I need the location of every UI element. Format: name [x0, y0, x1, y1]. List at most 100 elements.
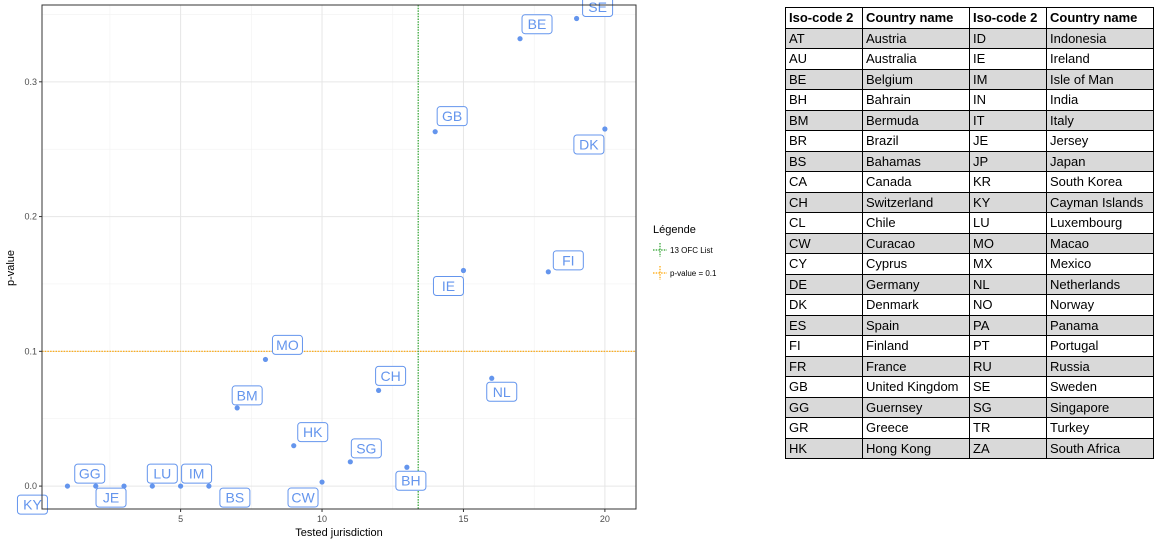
- label-text: JE: [103, 490, 119, 506]
- table-row: BS Bahamas JP Japan: [785, 150, 1154, 172]
- data-point-gg: [93, 483, 99, 489]
- data-point-sg: [347, 459, 353, 465]
- x-axis-title: Tested jurisdiction: [295, 527, 382, 539]
- country-name-cell: Jersey: [1046, 130, 1154, 152]
- legend-item-pvalue: p-value = 0.1: [653, 266, 717, 280]
- country-name-cell: Isle of Man: [1046, 68, 1154, 90]
- country-name-cell: Sweden: [1046, 376, 1154, 398]
- plot-grid: [42, 5, 636, 509]
- country-name-cell: Bahamas: [862, 150, 970, 172]
- iso-code-cell: IE: [969, 48, 1047, 70]
- point-label-ky: KY: [16, 494, 48, 515]
- axes: 5 10 15 20 0.0 0.1 0.2 0.3: [24, 4, 637, 524]
- label-text: IM: [189, 466, 205, 482]
- label-box: [219, 487, 251, 508]
- legend-label: 13 OFC List: [670, 246, 713, 255]
- y-tick-label: 0.3: [24, 77, 37, 87]
- country-name-cell: Curacao: [862, 232, 970, 254]
- iso-code-cell: NO: [969, 294, 1047, 316]
- point-label-fi: FI: [552, 250, 584, 271]
- iso-code-cell: JP: [969, 150, 1047, 172]
- point-label-im: IM: [181, 463, 213, 484]
- data-point-mo: [262, 356, 269, 363]
- point-label-sg: SG: [350, 438, 382, 459]
- y-tick-label: 0.0: [24, 481, 37, 491]
- country-name-cell: Switzerland: [862, 191, 970, 213]
- label-box: [486, 381, 518, 402]
- iso-code-cell: BR: [785, 130, 863, 152]
- iso-code-cell: KR: [969, 171, 1047, 193]
- label-box: [436, 106, 468, 127]
- iso-code-cell: AT: [785, 27, 863, 49]
- legend-label: p-value = 0.1: [670, 269, 717, 278]
- table-row: FI Finland PT Portugal: [785, 335, 1154, 357]
- data-point-be: [517, 36, 523, 42]
- label-text: GG: [79, 466, 101, 482]
- iso-code-cell: SG: [969, 396, 1047, 418]
- country-name-cell: South Africa: [1046, 437, 1154, 459]
- country-name-cell: Ireland: [1046, 48, 1154, 70]
- label-box: [573, 134, 605, 155]
- country-name-cell: Belgium: [862, 68, 970, 90]
- country-name-cell: Spain: [862, 314, 970, 336]
- x-tick-label: 20: [600, 514, 610, 524]
- country-name-cell: Singapore: [1046, 396, 1154, 418]
- data-point-gb: [432, 129, 438, 135]
- iso-code-cell: DE: [785, 273, 863, 295]
- point-label-bh: BH: [395, 470, 427, 491]
- point-label-ie: IE: [432, 275, 464, 296]
- iso-code-cell: FI: [785, 335, 863, 357]
- label-box: [271, 334, 303, 355]
- data-points: [64, 15, 608, 489]
- label-box: [95, 487, 127, 508]
- point-label-bm: BM: [231, 385, 263, 406]
- table-row: GR Greece TR Turkey: [785, 417, 1154, 439]
- country-name-cell: Japan: [1046, 150, 1154, 172]
- label-text: SE: [588, 0, 607, 15]
- label-box: [350, 438, 382, 459]
- label-box: [287, 487, 319, 508]
- table-row: CL Chile LU Luxembourg: [785, 212, 1154, 234]
- x-tick-label: 10: [317, 514, 327, 524]
- legend-title: Légende: [653, 224, 696, 236]
- table-row: CH Switzerland KY Cayman Islands: [785, 191, 1154, 213]
- data-point-se: [574, 15, 580, 22]
- country-name-cell: Bermuda: [862, 109, 970, 131]
- iso-code-cell: PT: [969, 335, 1047, 357]
- table-row: CA Canada KR South Korea: [785, 171, 1154, 193]
- label-box: [432, 275, 464, 296]
- iso-code-cell: BS: [785, 150, 863, 172]
- label-text: SG: [356, 440, 376, 456]
- label-text: HK: [303, 424, 323, 440]
- point-label-nl: NL: [486, 381, 518, 402]
- country-name-cell: Netherlands: [1046, 273, 1154, 295]
- label-text: MO: [276, 337, 299, 353]
- x-tick-label: 15: [458, 514, 468, 524]
- iso-code-cell: CW: [785, 232, 863, 254]
- country-name-cell: United Kingdom: [862, 376, 970, 398]
- label-text: BM: [237, 387, 258, 403]
- data-point-je: [121, 483, 127, 489]
- iso-code-cell: DK: [785, 294, 863, 316]
- iso-code-cell: ID: [969, 27, 1047, 49]
- iso-code-cell: NL: [969, 273, 1047, 295]
- data-point-nl: [489, 375, 495, 381]
- label-text: BS: [226, 490, 245, 506]
- point-label-hk: HK: [297, 422, 329, 443]
- table-row: DK Denmark NO Norway: [785, 294, 1154, 316]
- table-row: GG Guernsey SG Singapore: [785, 396, 1154, 418]
- data-point-bm: [234, 405, 240, 411]
- label-text: FI: [562, 252, 574, 268]
- label-box: [395, 470, 427, 491]
- data-point-dk: [602, 126, 608, 132]
- point-label-gb: GB: [436, 106, 468, 127]
- y-tick-label: 0.2: [24, 212, 37, 222]
- country-name-cell: Cayman Islands: [1046, 191, 1154, 213]
- iso-code-cell: CL: [785, 212, 863, 234]
- country-name-cell: Greece: [862, 417, 970, 439]
- label-text: BE: [528, 16, 547, 32]
- iso-code-cell: BH: [785, 89, 863, 111]
- table-header-row: Iso-code 2 Country name Iso-code 2 Count…: [785, 7, 1154, 29]
- label-text: CW: [291, 490, 315, 506]
